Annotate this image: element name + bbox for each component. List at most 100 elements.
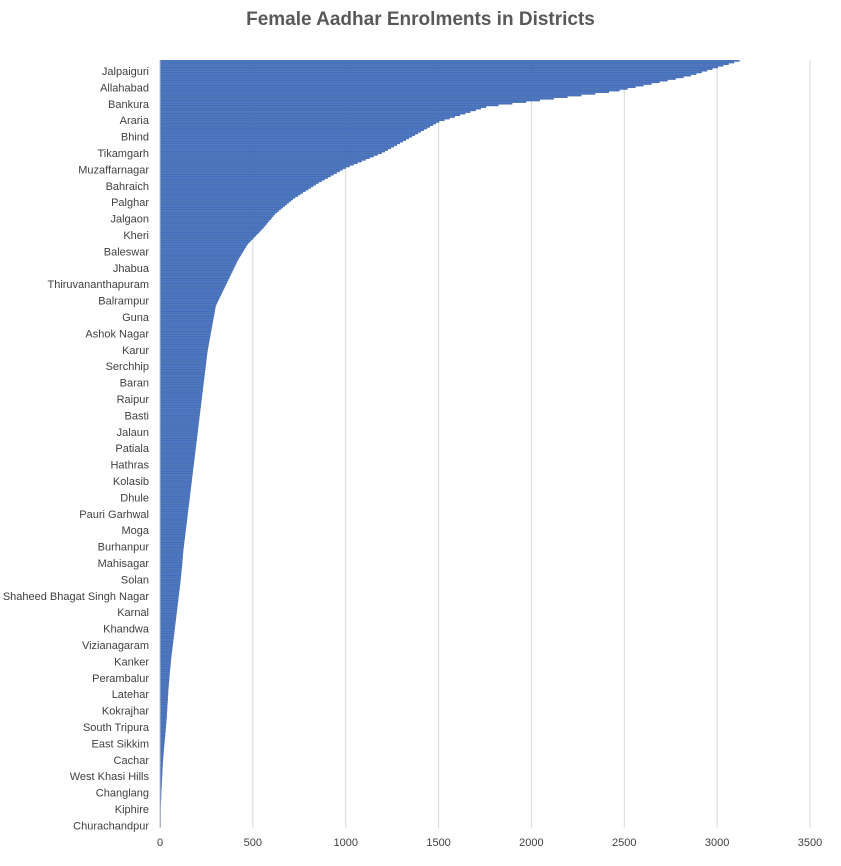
bar xyxy=(159,748,164,750)
bar xyxy=(159,192,303,194)
bar xyxy=(159,295,221,298)
category-label: Tikamgarh xyxy=(97,148,149,160)
bar xyxy=(159,441,197,443)
bar xyxy=(159,390,203,392)
bar xyxy=(159,160,362,163)
bar xyxy=(159,569,182,572)
bar xyxy=(159,274,231,277)
category-label: West Khasi Hills xyxy=(70,771,150,783)
bar xyxy=(159,64,724,67)
bar xyxy=(159,149,389,151)
bar xyxy=(159,330,212,333)
x-tick-label-2500: 2500 xyxy=(612,837,636,849)
bar xyxy=(159,639,174,641)
bar xyxy=(159,660,171,663)
bar xyxy=(159,398,202,400)
bar xyxy=(159,409,201,412)
bar xyxy=(159,469,194,471)
category-label: Mahisagar xyxy=(98,558,150,570)
bar xyxy=(159,691,169,694)
bar xyxy=(159,485,192,488)
bar xyxy=(159,619,176,621)
bar xyxy=(159,291,223,293)
bar xyxy=(159,203,287,206)
bar xyxy=(159,459,195,461)
bar xyxy=(159,558,183,560)
category-label: Bankura xyxy=(108,99,150,111)
bar xyxy=(159,408,201,410)
bar xyxy=(159,456,195,458)
bar xyxy=(159,371,205,374)
category-label: Cachar xyxy=(114,755,150,767)
bar xyxy=(159,96,568,98)
bar xyxy=(159,383,204,386)
bar xyxy=(159,61,735,64)
bar xyxy=(159,406,201,409)
bar xyxy=(159,700,168,702)
bar xyxy=(159,520,187,522)
bar xyxy=(159,753,164,755)
bar xyxy=(159,460,195,463)
bar xyxy=(159,254,241,257)
bar xyxy=(159,246,246,249)
bar xyxy=(159,733,166,735)
bar xyxy=(159,134,416,136)
bar xyxy=(159,366,206,369)
bar xyxy=(159,229,261,232)
bar xyxy=(159,393,203,395)
bar xyxy=(159,548,184,551)
bar xyxy=(159,320,213,323)
bar xyxy=(159,333,211,336)
bar xyxy=(159,317,214,320)
bar xyxy=(159,327,212,329)
bar xyxy=(159,553,184,555)
bar xyxy=(159,696,168,699)
bar xyxy=(159,140,404,143)
bar xyxy=(159,299,219,301)
bar xyxy=(159,135,413,138)
bar xyxy=(159,68,713,70)
bar xyxy=(159,187,311,189)
bar xyxy=(159,622,176,625)
bar xyxy=(159,564,183,567)
bar xyxy=(159,117,450,120)
bar xyxy=(159,414,200,417)
bar xyxy=(159,375,205,377)
bar xyxy=(159,583,181,585)
bar xyxy=(159,106,487,108)
bar xyxy=(159,215,274,217)
bar xyxy=(159,749,164,752)
bar xyxy=(159,437,197,440)
bar xyxy=(159,261,238,263)
bar xyxy=(159,271,233,273)
bar xyxy=(159,741,165,744)
bar xyxy=(159,78,676,80)
category-label: Karnal xyxy=(117,607,149,619)
bar xyxy=(159,388,203,390)
bar xyxy=(159,513,188,516)
bar xyxy=(159,424,199,427)
bar xyxy=(159,571,182,574)
category-label: Karur xyxy=(122,345,149,357)
bar xyxy=(159,249,244,252)
bar xyxy=(159,401,202,404)
bar xyxy=(159,599,179,602)
bar xyxy=(159,436,198,438)
bar xyxy=(159,655,172,658)
bar xyxy=(159,550,184,552)
x-tick-label-3000: 3000 xyxy=(705,837,729,849)
bar xyxy=(159,302,218,305)
bar xyxy=(159,693,169,696)
bar xyxy=(159,543,185,546)
bar xyxy=(159,236,255,239)
bar xyxy=(159,248,245,250)
bar xyxy=(159,178,325,181)
bar xyxy=(159,315,214,318)
bar xyxy=(159,706,168,709)
bar xyxy=(159,627,175,630)
bar xyxy=(159,404,201,407)
bar xyxy=(159,652,172,654)
bar xyxy=(159,540,185,542)
bar xyxy=(159,119,445,122)
